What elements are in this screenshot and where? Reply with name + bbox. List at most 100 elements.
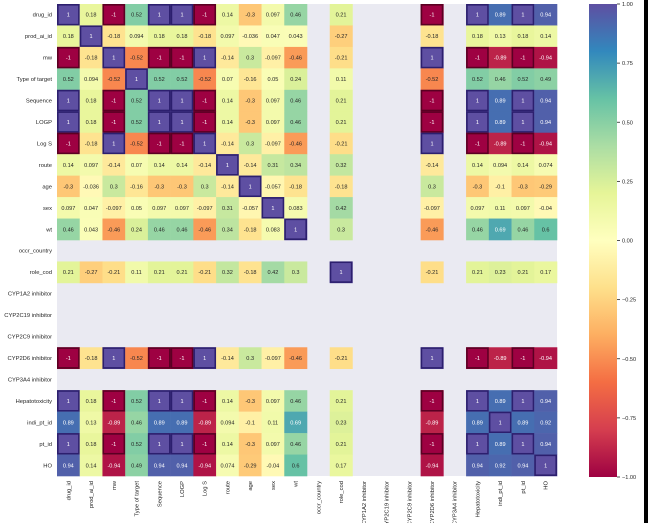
heatmap-cell (488, 89, 512, 112)
heatmap-cell (261, 68, 285, 91)
heatmap-cell (466, 132, 490, 155)
heatmap-cell (420, 175, 444, 198)
cell-value-label: -0.18 (289, 184, 302, 190)
heatmap-cell (261, 175, 285, 198)
cell-highlight-border (125, 68, 148, 90)
x-tick-label: CYP2C19 inhibitor (385, 481, 391, 523)
heatmap-cell (488, 111, 512, 134)
cell-value-label: 0.21 (336, 99, 347, 105)
heatmap-cell (466, 261, 490, 284)
heatmap-cell (511, 89, 535, 112)
cell-value-label: 1 (203, 56, 206, 62)
heatmap-cell (79, 218, 103, 241)
heatmap-cell (57, 132, 81, 155)
cell-highlight-border (147, 111, 171, 133)
heatmap-cell (79, 25, 103, 48)
cell-value-label: 0.6 (292, 463, 300, 469)
heatmap-cell (284, 347, 308, 370)
cell-value-label: -0.057 (265, 184, 281, 190)
cell-value-label: -0.3 (154, 184, 164, 190)
y-tick-label: Log S (37, 141, 52, 147)
heatmap-cell (284, 89, 308, 112)
heatmap-cell (329, 132, 353, 155)
heatmap-cell (170, 4, 194, 26)
heatmap-cell (534, 261, 558, 284)
cell-highlight-border (193, 132, 217, 155)
heatmap-cell (102, 433, 126, 455)
cell-value-label: -0.21 (426, 270, 439, 276)
heatmap-cell (147, 218, 171, 241)
heatmap-cell (170, 154, 194, 176)
cell-value-label: 1 (476, 442, 479, 448)
heatmap-cell (57, 433, 81, 455)
cell-value-label: -0.04 (267, 463, 280, 469)
heatmap-cell (534, 433, 558, 455)
heatmap-cell (261, 111, 285, 134)
cell-value-label: -0.1 (245, 420, 255, 426)
cell-value-label: -0.89 (107, 420, 120, 426)
heatmap-cell (466, 197, 490, 219)
cell-value-label: -0.52 (198, 77, 211, 83)
x-tick-label: HO (544, 481, 550, 490)
cell-value-label: -0.3 (473, 184, 483, 190)
heatmap-cell (216, 261, 240, 284)
heatmap-cell (79, 89, 103, 112)
cell-highlight-border (420, 89, 444, 112)
cell-value-label: 0.42 (336, 206, 347, 212)
cell-value-label: 0.23 (336, 420, 347, 426)
cell-value-label: 0.3 (246, 141, 254, 147)
cell-value-label: 0.34 (222, 227, 233, 233)
cell-value-label: 0.05 (131, 206, 142, 212)
heatmap-cell (193, 175, 217, 198)
heatmap-cell (216, 433, 240, 455)
cell-highlight-border (147, 89, 171, 112)
y-tick-label: LOGP (36, 120, 52, 126)
cell-value-label: 1 (476, 99, 479, 105)
cell-value-label: -0.18 (244, 270, 257, 276)
cell-value-label: 0.074 (220, 463, 234, 469)
heatmap-cell (102, 390, 126, 412)
cell-highlight-border (193, 4, 217, 26)
cell-value-label: -0.21 (107, 270, 120, 276)
cell-highlight-border (466, 433, 489, 455)
heatmap-cell (534, 25, 558, 48)
heatmap-cell (147, 4, 171, 26)
heatmap-cell (284, 4, 308, 26)
heatmap-cell (125, 154, 149, 176)
x-tick-label: Log S (203, 481, 209, 496)
heatmap-cell (284, 111, 308, 134)
colorbar-tick-label: 0.00 (622, 239, 633, 245)
heatmap-cell (488, 261, 512, 284)
heatmap-cell (125, 390, 149, 412)
heatmap-cell (466, 4, 490, 26)
y-tick-label: indi_pt_id (27, 420, 52, 426)
cell-value-label: 0.14 (177, 163, 188, 169)
heatmap-cell (329, 25, 353, 48)
heatmap-cell (511, 68, 535, 91)
cell-value-label: 0.94 (540, 442, 551, 448)
heatmap-cell (511, 25, 535, 48)
colorbar-gradient (589, 4, 617, 477)
colorbar-tick-label: 0.50 (622, 120, 633, 126)
x-tick-label: prod_ai_id (89, 481, 95, 508)
heatmap-cell (102, 46, 126, 69)
cell-highlight-border (170, 4, 194, 26)
y-tick-label: role_cod (30, 270, 52, 276)
heatmap-cell (102, 68, 126, 91)
cell-value-label: 1 (203, 356, 206, 362)
cell-highlight-border (193, 46, 217, 69)
cell-value-label: 0.18 (63, 34, 74, 40)
heatmap-cell (193, 25, 217, 48)
cell-value-label: -0.1 (495, 184, 505, 190)
cell-value-label: 0.3 (428, 184, 436, 190)
heatmap-cell (329, 454, 353, 477)
cell-value-label: 0.14 (540, 34, 551, 40)
cell-value-label: 0.52 (131, 399, 142, 405)
y-tick-label: mw (43, 56, 53, 62)
heatmap-cell (466, 454, 490, 477)
cell-value-label: -0.89 (198, 420, 211, 426)
heatmap-cell (420, 411, 444, 434)
heatmap-cell (147, 261, 171, 284)
x-tick-label: Sequence (157, 481, 163, 507)
heatmap-cell (466, 154, 490, 176)
